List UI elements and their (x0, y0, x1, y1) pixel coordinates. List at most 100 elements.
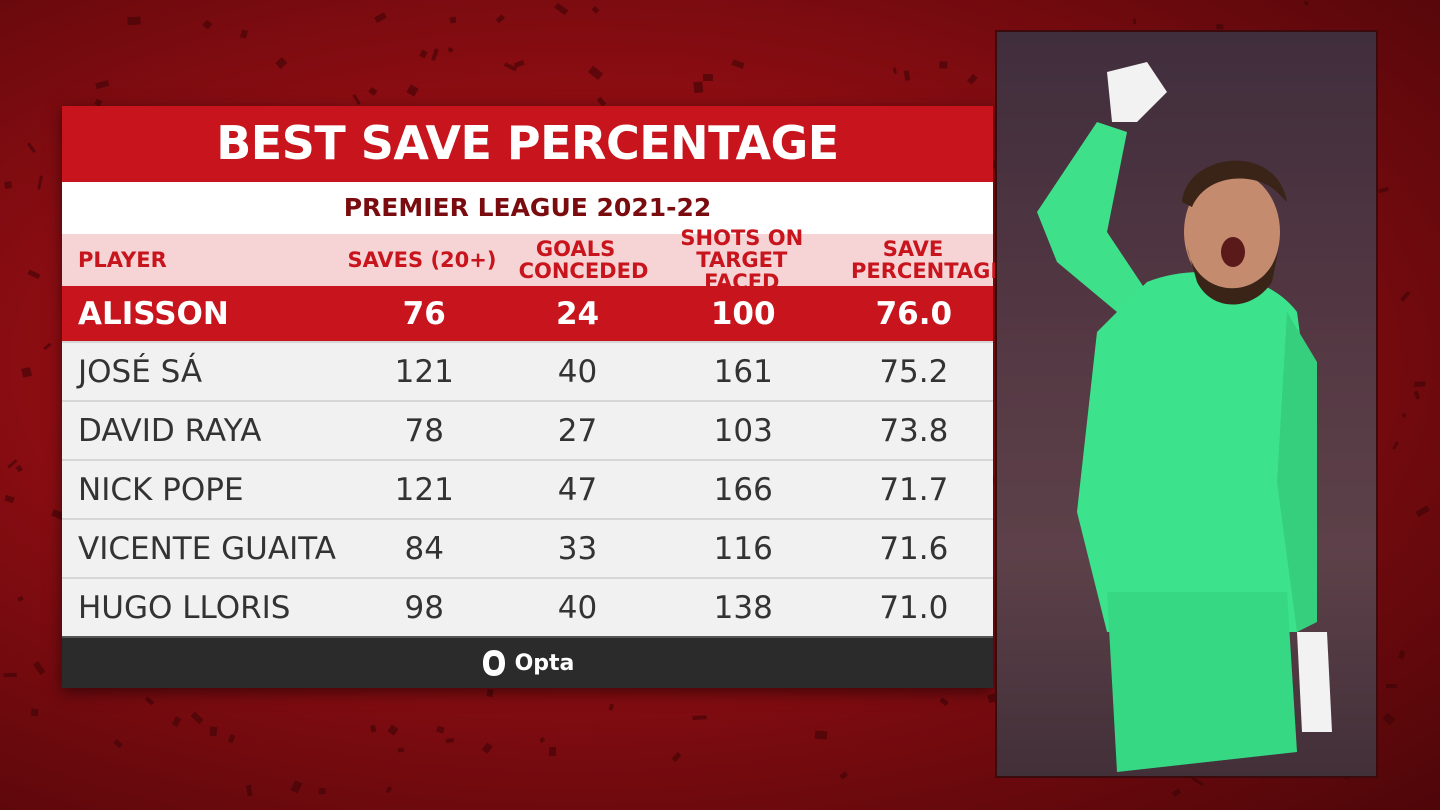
confetti (549, 747, 557, 756)
confetti (95, 80, 110, 89)
confetti (939, 697, 949, 707)
confetti (144, 696, 155, 706)
title: BEST SAVE PERCENTAGE (62, 106, 993, 180)
confetti (42, 342, 52, 351)
confetti (290, 780, 303, 794)
footer: Opta (62, 636, 993, 688)
confetti (373, 12, 387, 24)
confetti (113, 739, 123, 748)
stat-cell: 116 (713, 530, 773, 567)
confetti (1170, 787, 1181, 797)
table: PLAYER SAVES (20+) GOALS CONCEDED SHOTS ON … (62, 227, 1005, 636)
confetti (1377, 186, 1389, 194)
confetti (554, 2, 569, 15)
confetti (966, 74, 978, 85)
confetti (1132, 18, 1137, 24)
player-figure (997, 32, 1376, 776)
stat-cell: 78 (404, 412, 444, 449)
stat-cell: 33 (557, 530, 598, 567)
confetti (596, 96, 607, 107)
confetti (702, 74, 713, 82)
stat-cell: 40 (557, 589, 598, 626)
stat-cell: 161 (713, 353, 773, 390)
confetti (171, 716, 182, 728)
confetti (839, 771, 849, 780)
stat-cell: 84 (404, 530, 444, 567)
confetti (352, 93, 361, 105)
confetti (1413, 381, 1425, 388)
confetti (449, 16, 457, 24)
stat-cell: 71.7 (879, 471, 949, 508)
stat-cell: 76 (402, 295, 446, 332)
confetti (21, 366, 33, 378)
confetti (591, 5, 600, 14)
stat-cell: 71.0 (879, 589, 949, 626)
player-name: HUGO LLORIS (78, 589, 291, 626)
header-cell: SHOTS ON TARGET FACED (680, 226, 804, 294)
confetti (202, 19, 212, 30)
header-cell: SAVES (20+) (347, 248, 497, 272)
table-row: HUGO LLORIS 98 40 138 71.0 (62, 577, 993, 636)
confetti (1414, 505, 1430, 518)
confetti (4, 181, 13, 189)
confetti (1386, 683, 1397, 688)
confetti (692, 715, 707, 721)
confetti (4, 673, 18, 678)
confetti (27, 269, 41, 280)
confetti (435, 725, 445, 735)
confetti (1215, 23, 1224, 30)
table-row: JOSÉ SÁ 121 40 161 75.2 (62, 341, 993, 400)
confetti (513, 59, 525, 69)
stat-cell: 40 (557, 353, 598, 390)
confetti (26, 142, 36, 153)
confetti (608, 703, 615, 711)
stat-cell: 27 (557, 412, 598, 449)
confetti (1303, 0, 1309, 6)
footer-text: Opta (514, 650, 575, 676)
confetti (245, 785, 253, 797)
stat-cell: 100 (710, 295, 776, 332)
confetti (240, 29, 249, 39)
header-cell: SAVE PERCENTAGE (851, 237, 1005, 283)
confetti (892, 67, 898, 74)
stat-cell: 103 (713, 412, 773, 449)
confetti (385, 786, 392, 794)
header-cell: GOALS CONCEDED (518, 237, 649, 283)
confetti (815, 730, 828, 739)
confetti (485, 688, 494, 698)
confetti (17, 596, 24, 602)
confetti (30, 708, 39, 717)
table-row: NICK POPE 121 47 166 71.7 (62, 459, 993, 518)
header-cell: PLAYER (78, 248, 167, 272)
confetti (4, 494, 15, 503)
confetti (731, 59, 745, 69)
stat-cell: 73.8 (879, 412, 949, 449)
stat-cell: 121 (394, 353, 454, 390)
confetti (1397, 649, 1406, 659)
confetti (210, 726, 218, 737)
confetti (368, 86, 378, 96)
confetti (37, 175, 44, 191)
confetti (539, 736, 546, 743)
stat-cell: 138 (713, 589, 773, 626)
confetti (419, 49, 428, 59)
stat-cell: 121 (394, 471, 454, 508)
stat-cell: 76.0 (875, 295, 953, 332)
stat-cell: 71.6 (879, 530, 949, 567)
confetti (227, 734, 236, 744)
confetti (15, 465, 23, 473)
confetti (445, 737, 454, 744)
opta-logo (482, 650, 505, 676)
stat-cell: 47 (557, 471, 598, 508)
confetti (671, 751, 682, 763)
confetti (903, 70, 910, 82)
confetti (1383, 712, 1396, 725)
stat-cell: 24 (555, 295, 600, 332)
confetti (275, 57, 288, 70)
confetti (1391, 441, 1399, 451)
confetti (1413, 390, 1420, 399)
player-name: NICK POPE (78, 471, 244, 508)
confetti (481, 742, 493, 754)
confetti (1400, 290, 1411, 302)
confetti (693, 81, 703, 94)
